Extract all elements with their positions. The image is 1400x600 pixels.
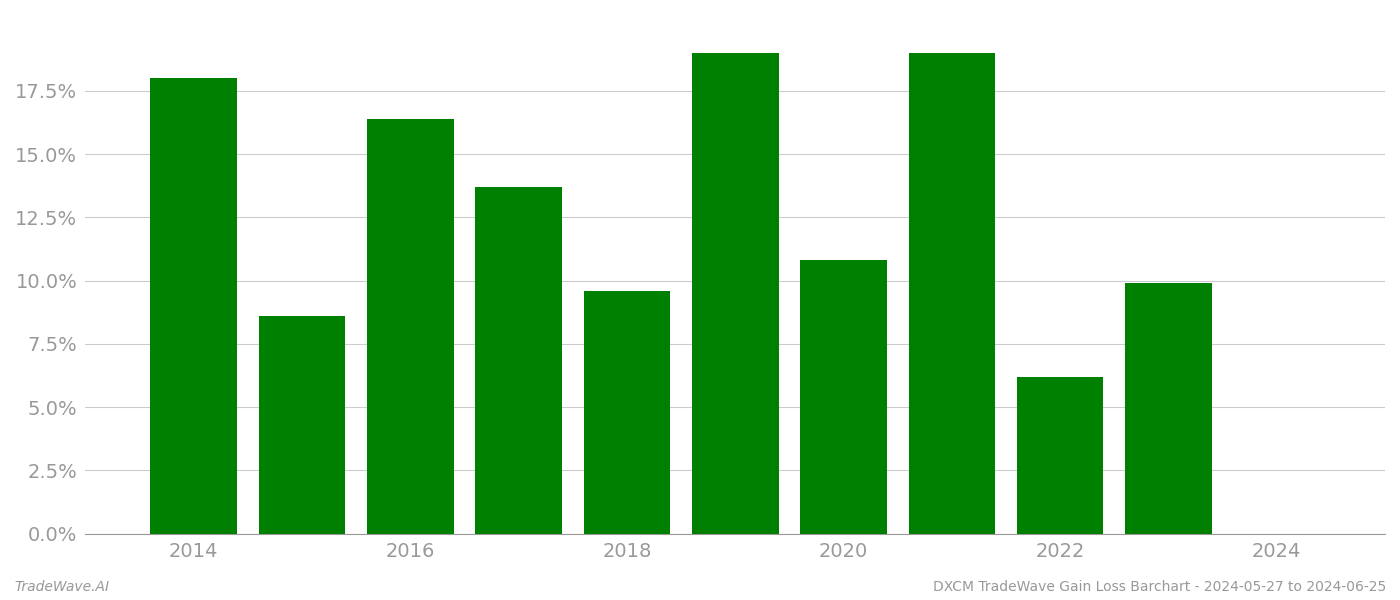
Bar [1016, 377, 1103, 533]
Bar [1126, 283, 1212, 533]
Bar [909, 53, 995, 533]
Text: DXCM TradeWave Gain Loss Barchart - 2024-05-27 to 2024-06-25: DXCM TradeWave Gain Loss Barchart - 2024… [932, 580, 1386, 594]
Bar [584, 291, 671, 533]
Text: TradeWave.AI: TradeWave.AI [14, 580, 109, 594]
Bar [692, 53, 778, 533]
Bar [259, 316, 346, 533]
Bar [476, 187, 561, 533]
Bar [150, 78, 237, 533]
Bar [801, 260, 886, 533]
Bar [367, 119, 454, 533]
